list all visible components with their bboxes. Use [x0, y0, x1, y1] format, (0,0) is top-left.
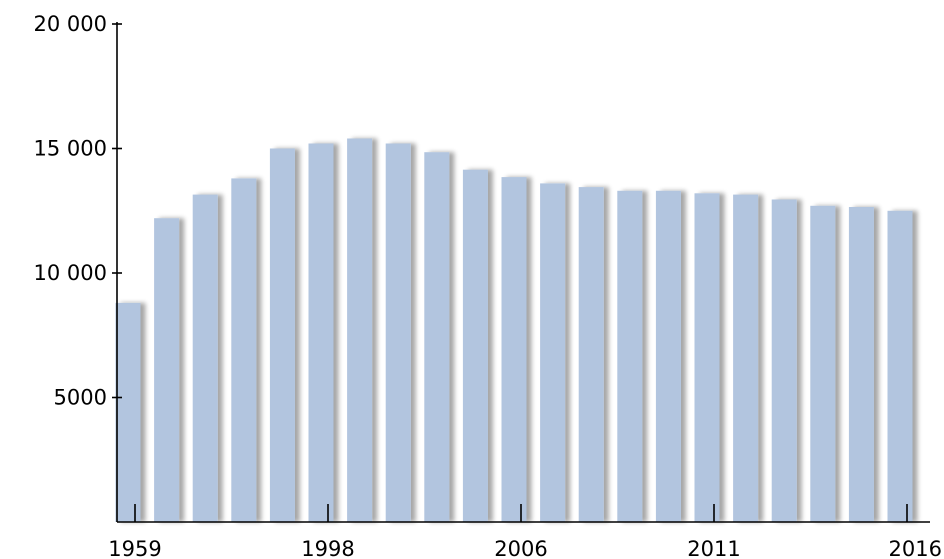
x-tick-label: 1998	[301, 537, 354, 559]
y-tick-label: 20 000	[34, 12, 107, 36]
bar	[347, 138, 373, 522]
bar	[694, 193, 720, 523]
x-axis-labels: 1959 1998 2006 2011 2016	[108, 537, 942, 559]
bar	[578, 187, 604, 522]
bar	[308, 143, 334, 522]
axes-group	[112, 22, 930, 523]
bar	[810, 205, 836, 523]
y-tick-label: 10 000	[34, 261, 107, 285]
x-tick-label: 1959	[108, 537, 161, 559]
y-axis-labels: 5000 10 000 15 000 20 000	[34, 12, 107, 410]
bar	[424, 152, 450, 522]
bar	[887, 210, 913, 523]
bar	[231, 178, 257, 522]
x-tick-label: 2006	[494, 537, 547, 559]
bar	[462, 169, 488, 522]
y-tick-label: 5000	[54, 386, 107, 410]
x-tick-label: 2011	[687, 537, 740, 559]
bars-group	[115, 138, 913, 523]
bar	[385, 143, 411, 522]
y-tick-label: 15 000	[34, 137, 107, 161]
bar	[192, 194, 218, 522]
bar	[733, 194, 759, 522]
bar	[771, 199, 797, 522]
bar	[848, 207, 874, 522]
bar	[617, 190, 643, 523]
bar	[269, 148, 295, 522]
x-tick-label: 2016	[889, 537, 942, 559]
bar	[115, 302, 141, 522]
bar	[154, 218, 180, 522]
bar	[655, 190, 681, 523]
bar	[540, 183, 566, 522]
bar	[501, 177, 527, 522]
